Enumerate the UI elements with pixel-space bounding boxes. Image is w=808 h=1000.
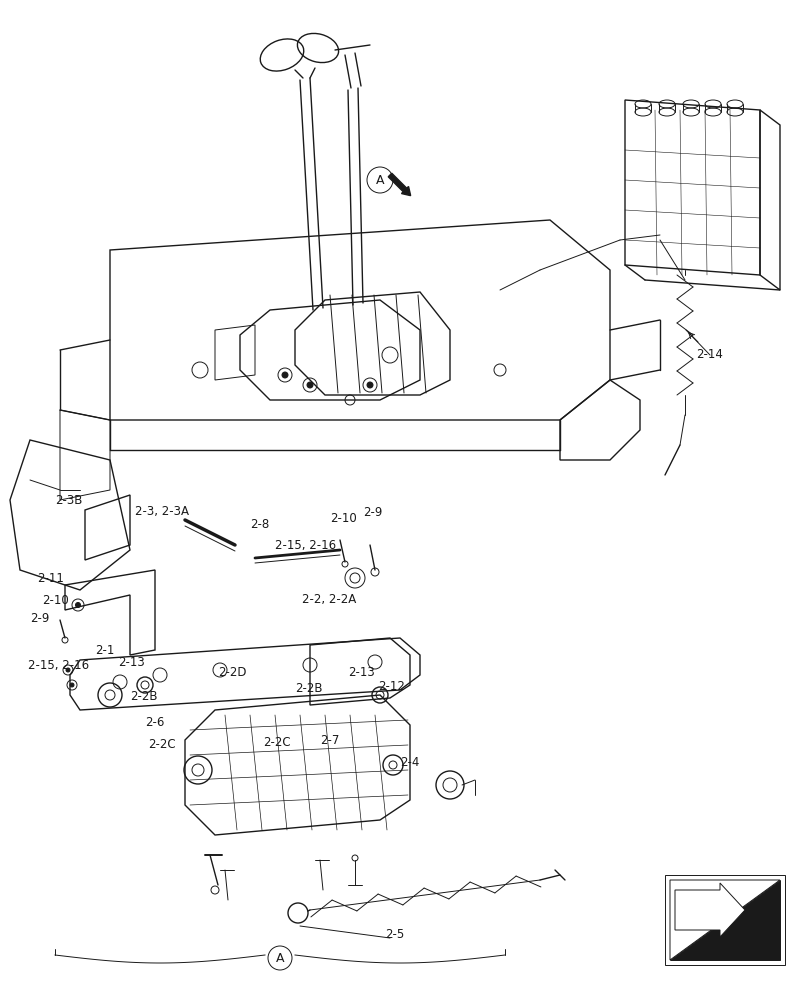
Text: 2-2, 2-2A: 2-2, 2-2A <box>302 593 356 606</box>
Polygon shape <box>675 883 745 937</box>
Text: 2-10: 2-10 <box>42 593 69 606</box>
Circle shape <box>282 372 288 378</box>
Text: 2-2D: 2-2D <box>218 666 246 678</box>
Text: 2-8: 2-8 <box>250 518 269 532</box>
Text: 2-14: 2-14 <box>696 349 723 361</box>
Text: 2-1: 2-1 <box>95 644 115 656</box>
Circle shape <box>367 382 373 388</box>
Text: 2-15, 2-16: 2-15, 2-16 <box>275 538 336 552</box>
Text: 2-10: 2-10 <box>330 512 357 524</box>
Text: 2-9: 2-9 <box>30 611 49 624</box>
Circle shape <box>66 668 70 672</box>
Text: 2-2C: 2-2C <box>148 738 175 752</box>
Polygon shape <box>670 880 780 960</box>
Text: 2-2C: 2-2C <box>263 736 291 748</box>
Text: A: A <box>276 952 284 964</box>
Text: 2-9: 2-9 <box>363 506 382 520</box>
Text: 2-11: 2-11 <box>37 572 64 584</box>
Text: 2-15, 2-16: 2-15, 2-16 <box>28 658 89 672</box>
Text: 2-3B: 2-3B <box>55 493 82 506</box>
Circle shape <box>307 382 313 388</box>
Text: 2-7: 2-7 <box>320 734 339 748</box>
FancyArrow shape <box>388 173 410 196</box>
Text: 2-4: 2-4 <box>400 756 419 768</box>
Text: 2-12: 2-12 <box>378 680 405 692</box>
Text: 2-5: 2-5 <box>385 928 404 942</box>
Text: A: A <box>376 174 385 186</box>
Circle shape <box>70 683 74 687</box>
Text: 2-2B: 2-2B <box>130 690 158 704</box>
Text: 2-13: 2-13 <box>348 666 375 678</box>
Bar <box>665 875 785 965</box>
Circle shape <box>75 602 81 607</box>
Text: 2-13: 2-13 <box>118 656 145 668</box>
Polygon shape <box>670 880 780 960</box>
Text: 2-2B: 2-2B <box>295 682 322 694</box>
Text: 2-3, 2-3A: 2-3, 2-3A <box>135 506 189 518</box>
Text: 2-6: 2-6 <box>145 716 164 730</box>
